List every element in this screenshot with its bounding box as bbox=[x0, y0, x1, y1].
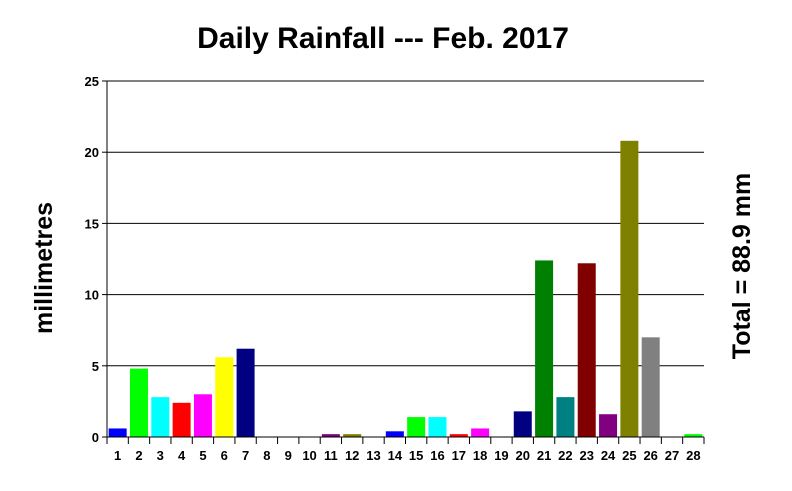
x-tick-label-28: 28 bbox=[686, 448, 700, 463]
chart-title: Daily Rainfall --- Feb. 2017 bbox=[197, 22, 569, 55]
bar-7 bbox=[236, 348, 255, 437]
x-tick-label-25: 25 bbox=[622, 448, 636, 463]
bar-26 bbox=[641, 337, 660, 437]
y-tick-label-10: 10 bbox=[85, 288, 99, 303]
bar-15 bbox=[407, 417, 426, 437]
x-tick-label-9: 9 bbox=[285, 448, 292, 463]
x-tick-label-15: 15 bbox=[409, 448, 423, 463]
x-tick-label-4: 4 bbox=[178, 448, 186, 463]
bar-28 bbox=[684, 434, 703, 437]
x-tick-label-18: 18 bbox=[473, 448, 487, 463]
bar-5 bbox=[193, 394, 212, 437]
bar-11 bbox=[321, 434, 340, 437]
bar-18 bbox=[471, 428, 490, 437]
x-tick-label-10: 10 bbox=[302, 448, 316, 463]
x-tick-label-26: 26 bbox=[643, 448, 657, 463]
bar-23 bbox=[577, 263, 596, 437]
bar-6 bbox=[215, 357, 234, 437]
y-tick-label-25: 25 bbox=[85, 74, 99, 89]
gridlines bbox=[107, 80, 704, 367]
y-tick-labels: 0 5 10 15 20 25 bbox=[85, 74, 99, 445]
bar-22 bbox=[556, 397, 575, 437]
x-tick-label-19: 19 bbox=[494, 448, 508, 463]
x-tick-label-12: 12 bbox=[345, 448, 359, 463]
x-tick-label-13: 13 bbox=[366, 448, 380, 463]
bar-12 bbox=[343, 434, 362, 437]
x-tick-label-3: 3 bbox=[157, 448, 164, 463]
y-tick-label-15: 15 bbox=[85, 216, 99, 231]
x-tick-label-23: 23 bbox=[579, 448, 593, 463]
x-tick-label-1: 1 bbox=[114, 448, 121, 463]
x-tick-label-24: 24 bbox=[601, 448, 616, 463]
total-annotation: Total = 88.9 mm bbox=[728, 173, 756, 359]
x-tick-labels: 1 2 3 4 5 6 7 8 9 10 11 12 13 14 15 16 17 18 19 20 21 22 23 24 2… bbox=[114, 448, 701, 463]
bar-24 bbox=[599, 414, 618, 437]
x-tick-label-6: 6 bbox=[221, 448, 228, 463]
bar-20 bbox=[513, 411, 532, 437]
bar-17 bbox=[449, 434, 468, 437]
x-tick-label-16: 16 bbox=[430, 448, 444, 463]
axes bbox=[102, 80, 705, 444]
x-tick-label-8: 8 bbox=[263, 448, 270, 463]
bar-14 bbox=[385, 431, 404, 437]
y-tick-label-5: 5 bbox=[92, 359, 99, 374]
bar-3 bbox=[151, 397, 170, 437]
bar-4 bbox=[172, 402, 191, 437]
x-tick-label-7: 7 bbox=[242, 448, 249, 463]
x-tick-label-2: 2 bbox=[135, 448, 142, 463]
x-tick-label-14: 14 bbox=[388, 448, 403, 463]
x-tick-label-22: 22 bbox=[558, 448, 572, 463]
y-axis-label: millimetres bbox=[30, 202, 58, 334]
bar-1 bbox=[108, 428, 127, 437]
x-tick-label-21: 21 bbox=[537, 448, 551, 463]
bar-21 bbox=[535, 260, 554, 437]
bars bbox=[108, 140, 703, 438]
x-tick-label-11: 11 bbox=[324, 448, 338, 463]
bar-16 bbox=[428, 417, 447, 437]
y-tick-label-0: 0 bbox=[92, 430, 99, 445]
x-tick-label-5: 5 bbox=[199, 448, 206, 463]
x-tick-label-27: 27 bbox=[665, 448, 679, 463]
y-tick-label-20: 20 bbox=[85, 145, 99, 160]
bar-2 bbox=[129, 368, 148, 437]
x-tick-label-20: 20 bbox=[516, 448, 530, 463]
x-tick-label-17: 17 bbox=[452, 448, 466, 463]
bar-25 bbox=[620, 140, 639, 438]
